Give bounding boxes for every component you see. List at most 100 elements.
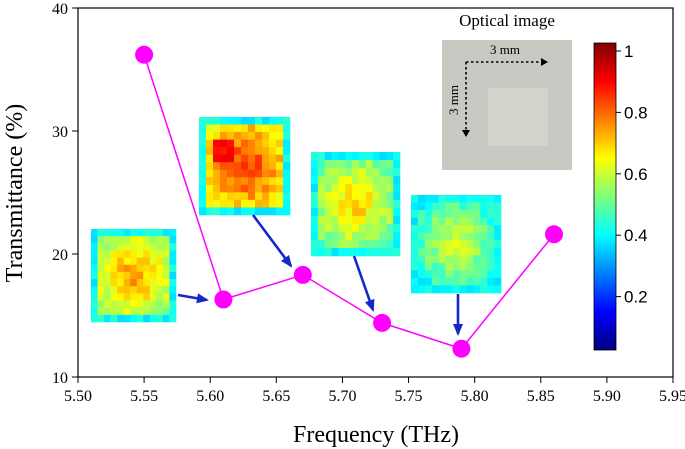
heatmap-cell <box>143 300 151 308</box>
heatmap-cell <box>136 229 144 237</box>
heatmap-cell <box>91 271 98 280</box>
heatmap-cell <box>169 250 177 258</box>
heatmap-cell <box>220 192 228 201</box>
heatmap-cell <box>424 195 433 203</box>
colorbar-tick-label: 0.8 <box>624 103 648 122</box>
heatmap-cell <box>386 216 394 225</box>
heatmap-cell <box>445 255 453 264</box>
heatmap-cell <box>459 277 467 286</box>
heatmap-cell <box>91 279 98 287</box>
heatmap-cell <box>241 192 249 201</box>
heatmap-cell <box>393 224 401 233</box>
heatmap-cell <box>248 147 256 155</box>
heatmap-cell <box>130 243 138 251</box>
heatmap-cell <box>162 286 170 294</box>
heatmap-cell <box>438 195 446 203</box>
heatmap-cell <box>110 257 118 266</box>
heatmap-cell <box>424 262 433 271</box>
heatmap-cell <box>459 217 467 226</box>
heatmap-cell <box>411 262 419 271</box>
heatmap-cell <box>487 262 495 271</box>
heatmap-cell <box>445 277 453 286</box>
heatmap-cell <box>417 202 426 211</box>
heatmap-cell <box>365 168 373 177</box>
heatmap-cell <box>324 200 332 209</box>
heatmap-cell <box>352 168 360 177</box>
heatmap-cell <box>169 229 177 237</box>
heatmap-cell <box>438 202 446 211</box>
heatmap-cell <box>227 147 235 155</box>
heatmap-cell <box>220 184 228 193</box>
heatmap-cell <box>452 225 460 233</box>
heatmap-cell <box>104 314 111 323</box>
heatmap-cell <box>358 160 367 169</box>
heatmap-cell <box>424 225 433 233</box>
heatmap-cell <box>262 124 270 133</box>
heatmap-cell <box>227 192 235 201</box>
heatmap-cell <box>331 168 339 177</box>
heatmap-cell <box>130 307 138 316</box>
heatmap-cell <box>117 257 124 266</box>
x-tick-label: 5.50 <box>64 388 92 405</box>
heatmap-cell <box>283 124 291 133</box>
heatmap-cell <box>248 124 256 133</box>
heatmap-cell <box>255 184 263 193</box>
heatmap-cell <box>248 169 256 178</box>
heatmap-cell <box>386 168 394 177</box>
heatmap-cell <box>445 225 453 233</box>
heatmap-cell <box>123 271 131 280</box>
heatmap-cell <box>386 160 394 169</box>
heatmap-cell <box>91 307 98 316</box>
heatmap-cell <box>262 177 270 186</box>
heatmap-cell <box>494 210 502 218</box>
heatmap-cell <box>372 176 380 185</box>
heatmap-cell <box>487 195 495 203</box>
heatmap-cell <box>283 192 291 201</box>
heatmap-cell <box>220 154 228 163</box>
heatmap-cell <box>311 192 319 201</box>
heatmap-cell <box>276 124 284 133</box>
heatmap-cell <box>311 160 319 169</box>
heatmap-cell <box>459 270 467 279</box>
heatmap-cell <box>379 240 387 249</box>
heatmap-cell <box>345 160 353 169</box>
heatmap-cell <box>358 192 367 201</box>
heatmap-cell <box>452 232 460 241</box>
heatmap-cell <box>424 247 433 256</box>
heatmap-cell <box>206 199 214 208</box>
heatmap-cell <box>169 279 177 287</box>
heatmap-cell <box>241 117 249 125</box>
heatmap-cell <box>386 240 394 249</box>
height-arrow-head <box>462 130 470 137</box>
colorbar-tick-label: 0.6 <box>624 165 648 184</box>
heatmap-cell <box>358 248 367 257</box>
heatmap-cell <box>110 264 118 273</box>
heatmap-cell <box>117 243 124 251</box>
heatmap-cell <box>156 243 164 251</box>
heatmap-cell <box>411 285 419 294</box>
heatmap-cell <box>276 139 284 148</box>
colorbar-ticks: 1 0.8 0.6 0.4 0.2 <box>616 42 648 307</box>
heatmap-cell <box>169 286 177 294</box>
inset-arrow-head <box>196 293 209 304</box>
heatmap-cell <box>466 285 474 294</box>
optical-image-title: Optical image <box>459 11 555 30</box>
data-point <box>452 339 471 358</box>
heatmap-cell <box>248 132 256 140</box>
heatmap-cell <box>104 286 111 294</box>
heatmap-cell <box>379 208 387 217</box>
heatmap-cell <box>213 192 221 201</box>
heatmap-cell <box>255 124 263 133</box>
heatmap-cell <box>358 184 367 193</box>
heatmap-cell <box>123 279 131 287</box>
heatmap-cell <box>352 248 360 257</box>
heatmap-cell <box>220 147 228 155</box>
heatmap-cell <box>338 184 346 193</box>
heatmap-cell <box>379 168 387 177</box>
heatmap-cell <box>91 243 98 251</box>
heatmap-cell <box>130 300 138 308</box>
heatmap-cell <box>255 177 263 186</box>
heatmap-cell <box>311 152 319 161</box>
heatmap-cell <box>393 216 401 225</box>
heatmap-cell <box>220 169 228 178</box>
